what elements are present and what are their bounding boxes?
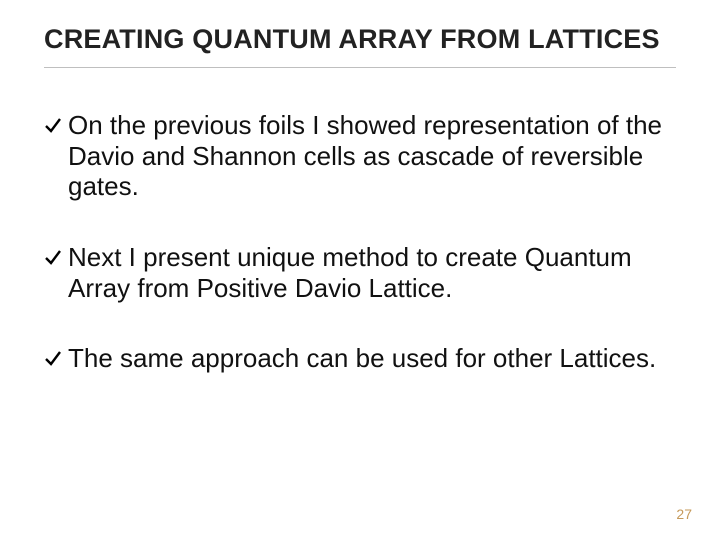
slide-title: CREATING QUANTUM ARRAY FROM LATTICES — [44, 24, 676, 68]
page-number: 27 — [676, 506, 692, 522]
bullet-text: Next I present unique method to create Q… — [68, 242, 676, 303]
bullet-text: On the previous foils I showed represent… — [68, 110, 676, 202]
bullet-text: The same approach can be used for other … — [68, 343, 676, 374]
bullet-item: On the previous foils I showed represent… — [44, 110, 676, 202]
slide: CREATING QUANTUM ARRAY FROM LATTICES On … — [0, 0, 720, 540]
checkmark-icon — [44, 349, 62, 367]
checkmark-icon — [44, 116, 62, 134]
bullet-item: The same approach can be used for other … — [44, 343, 676, 374]
checkmark-icon — [44, 248, 62, 266]
bullet-item: Next I present unique method to create Q… — [44, 242, 676, 303]
bullet-list: On the previous foils I showed represent… — [44, 110, 676, 374]
